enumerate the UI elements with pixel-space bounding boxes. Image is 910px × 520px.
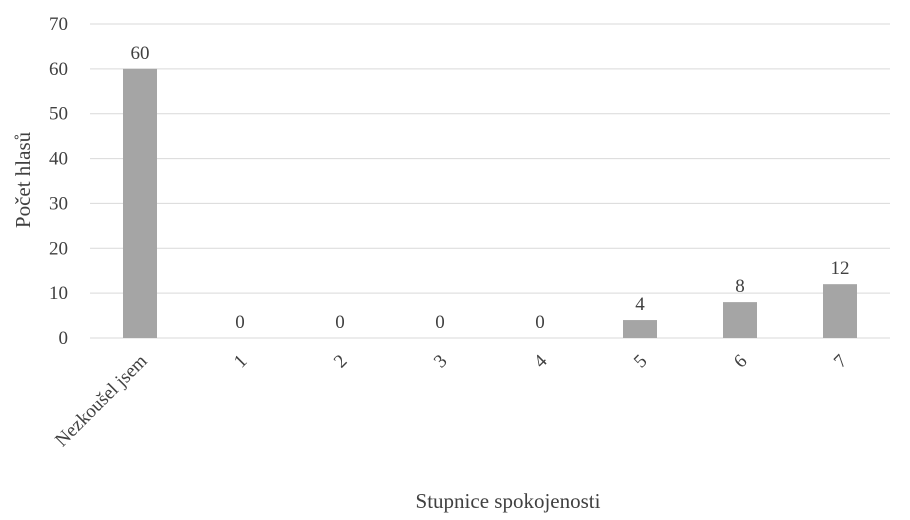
bar-6 <box>623 320 657 338</box>
data-label: 8 <box>735 276 745 297</box>
data-label: 0 <box>435 312 445 333</box>
y-tick-label: 20 <box>49 238 68 259</box>
x-tick-label: 7 <box>830 351 852 373</box>
x-axis-title: Stupnice spokojenosti <box>416 489 601 513</box>
x-tick-label: 1 <box>230 351 252 373</box>
x-tick-label: 2 <box>330 351 352 373</box>
y-tick-label: 70 <box>49 14 68 35</box>
x-tick-label: Nezkoušel jsem <box>51 351 151 451</box>
y-tick-label: 60 <box>49 59 68 80</box>
bar-8 <box>823 284 857 338</box>
x-tick-label: 4 <box>530 350 552 372</box>
y-axis-title: Počet hlasů <box>11 131 35 228</box>
gridlines <box>90 23 890 339</box>
data-label: 12 <box>831 258 850 279</box>
data-label: 4 <box>635 294 645 315</box>
bar-1 <box>123 68 157 338</box>
y-tick-label: 10 <box>49 283 68 304</box>
data-labels: 60 0 0 0 0 4 8 12 <box>131 43 850 333</box>
data-label: 0 <box>335 312 345 333</box>
y-tick-label: 50 <box>49 104 68 125</box>
x-tick-label: 5 <box>630 351 652 373</box>
data-label: 60 <box>131 43 150 64</box>
y-tick-label: 30 <box>49 193 68 214</box>
x-tick-label: 6 <box>730 351 752 373</box>
bars <box>123 68 857 338</box>
bar-7 <box>723 302 757 338</box>
data-label: 0 <box>535 312 545 333</box>
data-label: 0 <box>235 312 245 333</box>
y-axis-ticks: 0 10 20 30 40 50 60 70 <box>49 14 68 349</box>
y-tick-label: 40 <box>49 149 68 170</box>
y-tick-label: 0 <box>59 328 69 349</box>
x-axis-ticks: Nezkoušel jsem 1 2 3 4 5 6 7 <box>51 350 851 451</box>
x-tick-label: 3 <box>430 351 452 373</box>
